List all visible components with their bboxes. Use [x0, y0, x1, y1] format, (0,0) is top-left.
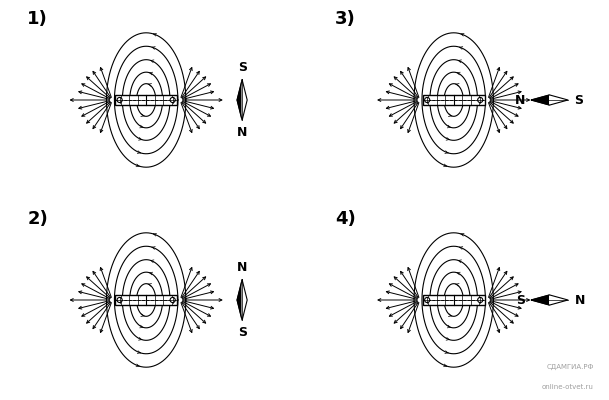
Circle shape — [117, 298, 122, 302]
Bar — [115, 95, 177, 105]
Text: S: S — [516, 294, 525, 306]
Text: N: N — [237, 126, 247, 139]
Bar — [423, 95, 485, 105]
Polygon shape — [242, 280, 247, 320]
Circle shape — [170, 298, 175, 302]
Text: 3): 3) — [335, 10, 356, 28]
Polygon shape — [550, 95, 568, 105]
Text: 2): 2) — [27, 210, 48, 228]
Text: N: N — [574, 294, 585, 306]
Text: 1): 1) — [27, 10, 48, 28]
Text: N: N — [237, 262, 247, 274]
Polygon shape — [242, 80, 247, 120]
Circle shape — [170, 98, 175, 102]
Circle shape — [477, 98, 483, 102]
Text: S: S — [238, 61, 247, 74]
Bar — [115, 295, 177, 305]
Circle shape — [424, 98, 430, 102]
Text: S: S — [574, 94, 583, 106]
Polygon shape — [532, 95, 550, 105]
Circle shape — [117, 98, 122, 102]
Text: S: S — [238, 326, 247, 338]
Polygon shape — [550, 295, 568, 305]
Text: 4): 4) — [335, 210, 356, 228]
Text: N: N — [515, 94, 525, 106]
Polygon shape — [237, 280, 242, 320]
Circle shape — [477, 298, 483, 302]
Text: online-otvet.ru: online-otvet.ru — [542, 384, 594, 390]
Bar — [423, 295, 485, 305]
Polygon shape — [237, 80, 242, 120]
Polygon shape — [532, 295, 550, 305]
Circle shape — [424, 298, 430, 302]
Text: СДАМГИА.РФ: СДАМГИА.РФ — [546, 364, 594, 370]
